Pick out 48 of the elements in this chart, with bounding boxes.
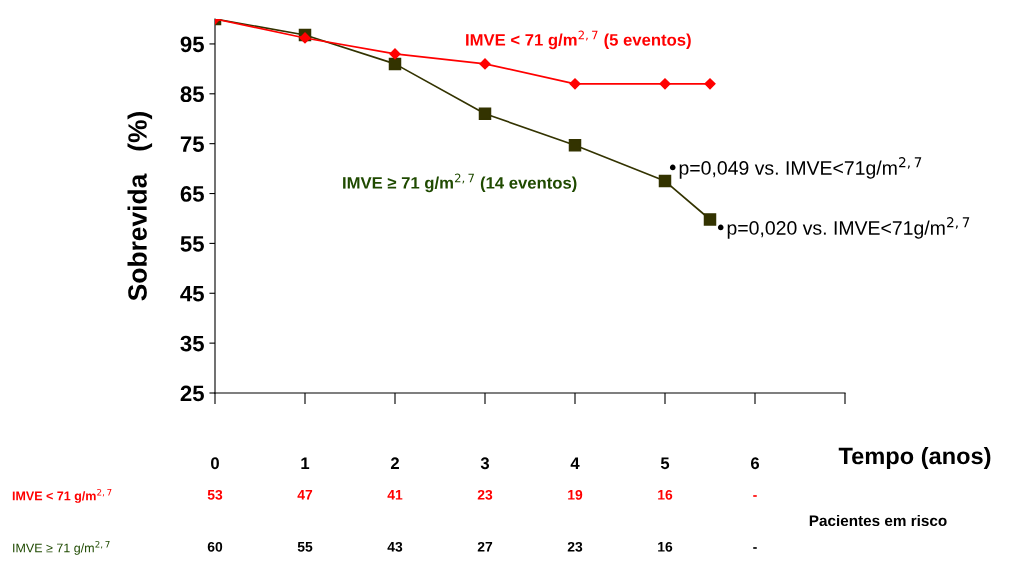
- point: [704, 78, 716, 90]
- point: [569, 78, 581, 90]
- text: 23: [477, 489, 493, 500]
- text: Pacientes em risco: [809, 514, 947, 527]
- point: [659, 78, 671, 90]
- point: [388, 57, 402, 71]
- y-tick-label: 75: [180, 136, 204, 152]
- text: 41: [387, 490, 403, 500]
- text: 47: [297, 490, 313, 500]
- x-tick-label: 1: [301, 457, 310, 469]
- text: 55: [297, 542, 313, 552]
- point: [478, 107, 492, 120]
- annotation: •p=0,020 vs. IMVE<71g/m$^{2,7}$: [717, 217, 970, 239]
- y-tick-label: 25: [180, 385, 204, 402]
- x-tick-label: 0: [211, 457, 219, 470]
- y-tick-label: 65: [180, 186, 204, 202]
- x-tick-label: 3: [480, 457, 490, 470]
- text: 27: [477, 541, 493, 552]
- text: -: [753, 547, 757, 549]
- x-axis-title: Tempo (anos): [838, 447, 991, 470]
- annotation: IMVE < 71 g/m$^{2,7}$ (5 eventos): [466, 30, 691, 50]
- text: 16: [658, 541, 673, 552]
- y-tick-label: 55: [180, 236, 204, 252]
- point: [703, 213, 717, 226]
- x-tick-label: 4: [570, 457, 580, 469]
- x-tick-label: 5: [660, 457, 670, 470]
- text: 53: [207, 489, 223, 500]
- point: [568, 138, 582, 152]
- y-tick-label: 45: [180, 286, 204, 302]
- text: 43: [387, 541, 403, 552]
- point: [389, 48, 401, 60]
- text: -: [753, 495, 757, 497]
- annotation: •p=0,049 vs. IMVE<71g/m$^{2,7}$: [669, 157, 922, 179]
- text: 23: [567, 541, 583, 552]
- point: [658, 174, 672, 188]
- point: [479, 58, 491, 70]
- text: 16: [658, 489, 673, 500]
- y-tick-label: 85: [180, 86, 204, 103]
- y-tick-label: 35: [180, 335, 204, 352]
- text: IMVE ≥ 71 g/m$^{2,7}$: [13, 541, 110, 555]
- text: 19: [568, 489, 583, 500]
- text: 60: [207, 541, 223, 552]
- text: IMVE < 71 g/m$^{2,7}$: [12, 488, 112, 503]
- y-axis-title: Sobrevida (%): [127, 112, 153, 301]
- x-tick-label: 6: [750, 457, 760, 470]
- y-tick-label: 95: [180, 36, 204, 53]
- annotation: IMVE ≥ 71 g/m$^{2,7}$ (14 eventos): [343, 173, 577, 193]
- x-tick-label: 2: [390, 457, 399, 469]
